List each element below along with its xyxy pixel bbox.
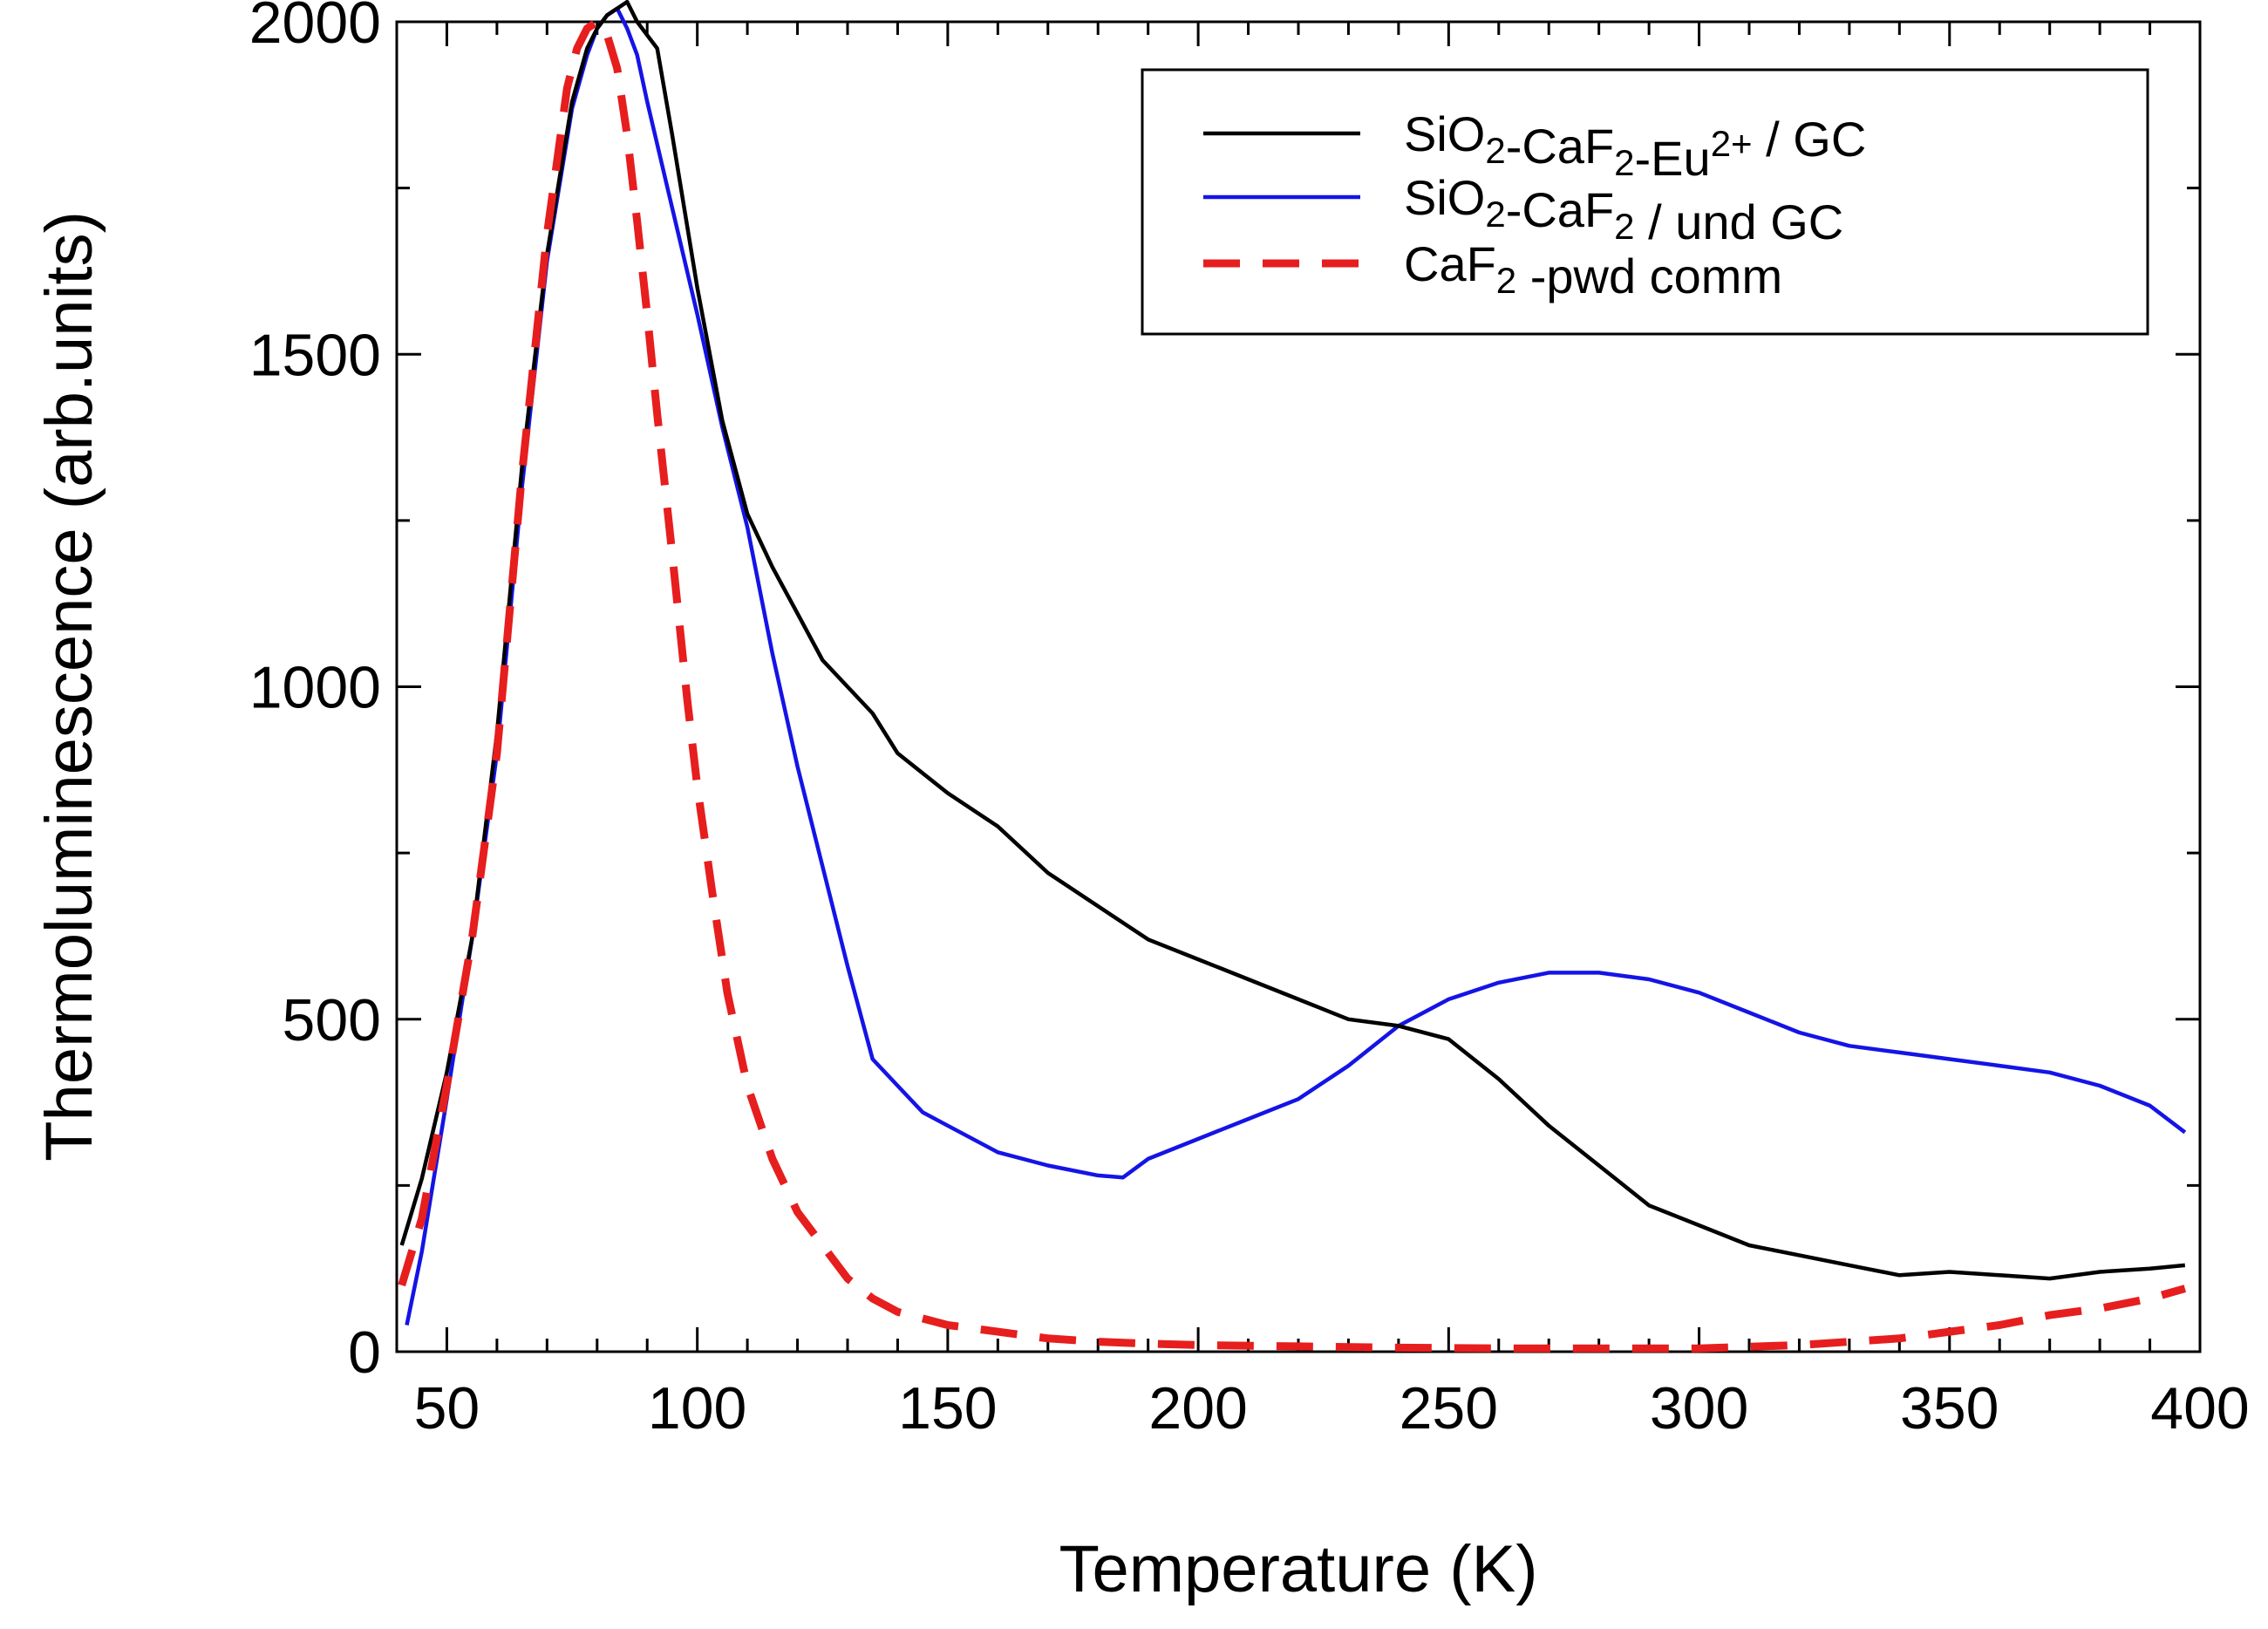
x-tick-label: 350 <box>1900 1375 1999 1442</box>
x-tick-label: 50 <box>414 1375 480 1442</box>
series-line-2 <box>398 17 2187 1353</box>
y-tick-label: 0 <box>348 1319 381 1386</box>
y-tick-label: 500 <box>283 987 381 1053</box>
legend-label-2: CaF2 -pwd comm <box>1404 236 1782 303</box>
x-axis-title: Temperature (K) <box>1059 1532 1537 1606</box>
series-line-0 <box>399 0 2186 1281</box>
x-tick-label: 250 <box>1400 1375 1498 1442</box>
x-tick-label: 300 <box>1650 1375 1748 1442</box>
y-tick-label: 1000 <box>249 655 381 721</box>
series-lines <box>398 0 2187 1353</box>
legend-label-0: SiO2-CaF2-Eu2+ / GC <box>1404 106 1866 186</box>
tick-labels: 50 100 150 200 250 300 350 400 0 500 1000 1500 2000 <box>249 0 2250 1442</box>
y-axis-title: Thermoluminescence (arb.units) <box>32 211 106 1162</box>
legend-label-1: SiO2-CaF2 / und GC <box>1404 170 1843 249</box>
y-tick-label: 1500 <box>249 322 381 388</box>
x-tick-label: 400 <box>2150 1375 2249 1442</box>
x-tick-label: 150 <box>898 1375 997 1442</box>
y-tick-label: 2000 <box>249 0 381 56</box>
legend-box <box>1141 68 2149 336</box>
x-tick-label: 100 <box>648 1375 746 1442</box>
x-tick-label: 200 <box>1148 1375 1247 1442</box>
